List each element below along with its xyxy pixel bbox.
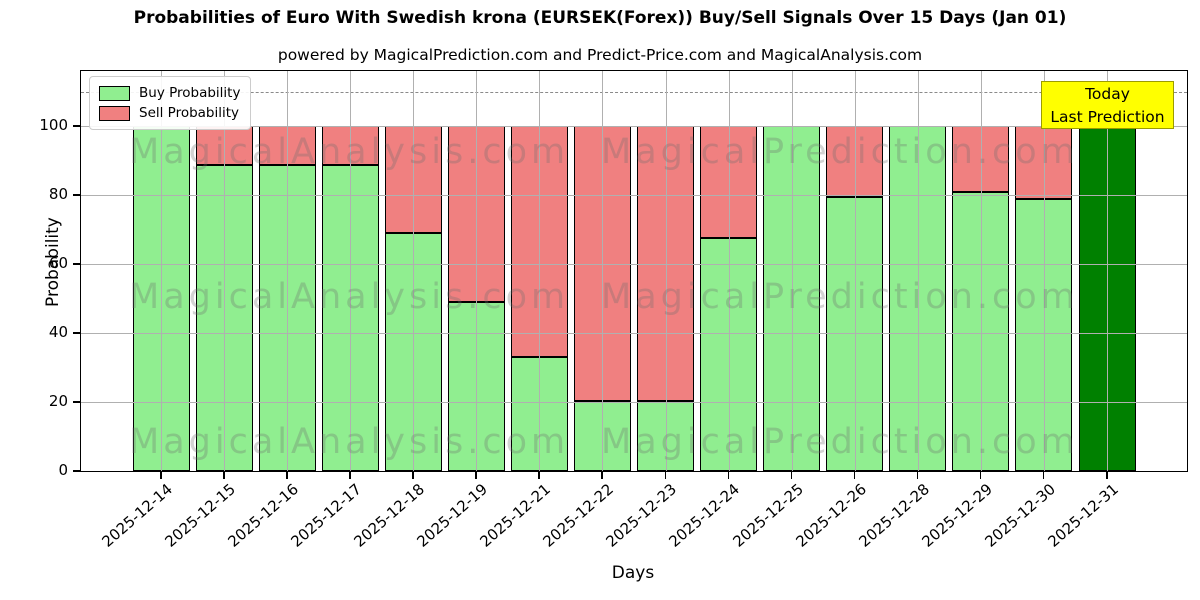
x-tick-2025-12-18 bbox=[412, 471, 414, 479]
v-gridline-2025-12-19 bbox=[476, 71, 478, 471]
x-tick-2025-12-28 bbox=[916, 471, 919, 479]
y-tick-0 bbox=[73, 470, 80, 472]
y-tick-label-40: 40 bbox=[48, 323, 68, 341]
v-gridline-2025-12-16 bbox=[287, 71, 289, 471]
x-tick-2025-12-16 bbox=[286, 471, 288, 479]
x-tick-2025-12-19 bbox=[475, 471, 477, 479]
h-gridline-60 bbox=[81, 264, 1187, 265]
v-gridline-2025-12-29 bbox=[980, 71, 982, 471]
v-gridline-2025-12-30 bbox=[1043, 71, 1045, 471]
v-gridline-2025-12-18 bbox=[413, 71, 415, 471]
v-gridline-2025-12-22 bbox=[602, 71, 604, 471]
v-gridline-2025-12-26 bbox=[854, 71, 856, 471]
watermark-magicalanalysis-com: MagicalAnalysis.com bbox=[129, 132, 570, 172]
x-tick-2025-12-22 bbox=[601, 471, 603, 479]
y-tick-label-0: 0 bbox=[58, 461, 68, 479]
x-tick-2025-12-21 bbox=[538, 471, 540, 479]
x-tick-2025-12-17 bbox=[349, 471, 351, 479]
watermark-magicalprediction-com: MagicalPrediction.com bbox=[601, 277, 1079, 317]
x-tick-2025-12-23 bbox=[664, 471, 667, 479]
v-gridline-2025-12-28 bbox=[917, 71, 919, 471]
v-gridline-2025-12-15 bbox=[224, 71, 226, 471]
x-tick-2025-12-29 bbox=[979, 471, 982, 479]
y-tick-20 bbox=[73, 401, 80, 403]
y-tick-label-20: 20 bbox=[48, 392, 68, 410]
today-annotation-line1: Today bbox=[1085, 85, 1130, 103]
chart-subtitle: powered by MagicalPrediction.com and Pre… bbox=[277, 46, 923, 64]
y-tick-40 bbox=[73, 332, 80, 334]
chart-title: Probabilities of Euro With Swedish krona… bbox=[133, 8, 1067, 28]
x-tick-2025-12-15 bbox=[223, 471, 225, 479]
v-gridline-2025-12-24 bbox=[728, 71, 730, 471]
x-tick-2025-12-24 bbox=[727, 471, 730, 479]
plot-area: Today Last Prediction Buy Probability Se… bbox=[80, 70, 1188, 472]
v-gridline-2025-12-17 bbox=[350, 71, 352, 471]
x-axis-label: Days bbox=[611, 563, 655, 583]
watermark-magicalanalysis-com: MagicalAnalysis.com bbox=[129, 277, 570, 317]
v-gridline-2025-12-21 bbox=[539, 71, 541, 471]
legend-item-buy: Buy Probability bbox=[99, 83, 240, 103]
v-gridline-2025-12-25 bbox=[791, 71, 793, 471]
x-tick-2025-12-30 bbox=[1042, 471, 1045, 479]
y-tick-label-60: 60 bbox=[48, 254, 68, 272]
legend-label-buy: Buy Probability bbox=[139, 85, 241, 101]
x-tick-2025-12-31 bbox=[1106, 471, 1108, 479]
dashed-upper-line bbox=[81, 91, 1187, 93]
y-tick-80 bbox=[73, 194, 80, 196]
y-tick-100 bbox=[73, 125, 80, 127]
v-gridline-2025-12-14 bbox=[161, 71, 162, 471]
h-gridline-100 bbox=[81, 126, 1187, 127]
legend: Buy Probability Sell Probability bbox=[89, 76, 252, 130]
legend-item-sell: Sell Probability bbox=[99, 103, 240, 123]
h-gridline-80 bbox=[81, 195, 1187, 196]
watermark-magicalprediction-com: MagicalPrediction.com bbox=[601, 132, 1079, 172]
x-tick-2025-12-25 bbox=[790, 471, 793, 479]
today-annotation: Today Last Prediction bbox=[1041, 81, 1174, 129]
buy-swatch-icon bbox=[99, 85, 130, 101]
y-tick-label-80: 80 bbox=[48, 185, 68, 203]
y-tick-60 bbox=[73, 263, 80, 265]
v-gridline-2025-12-31 bbox=[1107, 71, 1109, 471]
x-tick-2025-12-26 bbox=[853, 471, 856, 479]
v-gridline-2025-12-23 bbox=[665, 71, 667, 471]
watermark-magicalanalysis-com: MagicalAnalysis.com bbox=[129, 422, 570, 462]
h-gridline-40 bbox=[81, 333, 1187, 334]
today-annotation-line2: Last Prediction bbox=[1050, 108, 1165, 126]
x-tick-2025-12-14 bbox=[160, 471, 162, 479]
h-gridline-20 bbox=[81, 402, 1187, 403]
legend-label-sell: Sell Probability bbox=[139, 105, 240, 121]
watermark-magicalprediction-com: MagicalPrediction.com bbox=[601, 422, 1079, 462]
y-tick-label-100: 100 bbox=[39, 116, 68, 134]
sell-swatch-icon bbox=[99, 105, 130, 121]
